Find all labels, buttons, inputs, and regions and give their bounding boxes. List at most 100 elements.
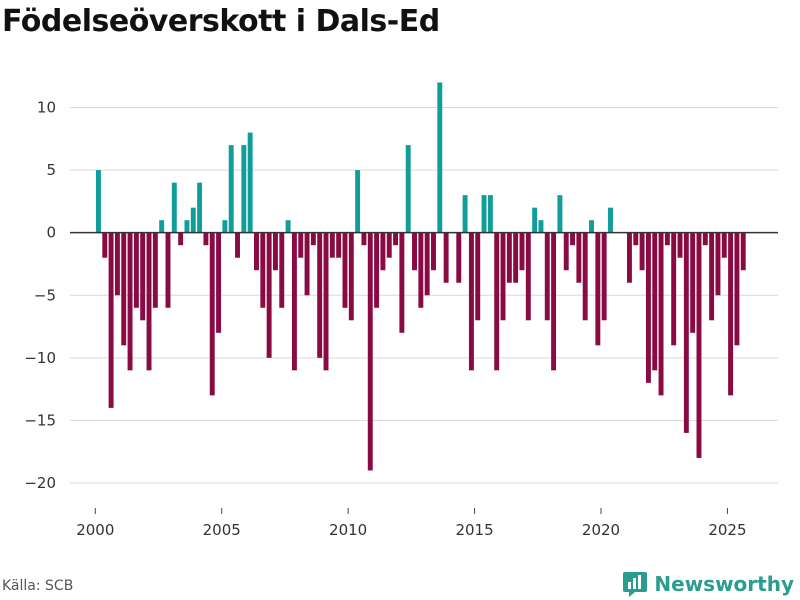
bar-negative bbox=[601, 232, 607, 321]
bar-negative bbox=[506, 232, 512, 283]
bar-negative bbox=[367, 232, 373, 471]
bar-negative bbox=[652, 232, 658, 371]
bar-positive bbox=[241, 145, 247, 233]
x-tick-label: 2000 bbox=[76, 521, 114, 539]
bar-negative bbox=[342, 232, 348, 308]
bar-negative bbox=[734, 232, 740, 346]
bar-negative bbox=[563, 232, 569, 271]
bar-positive bbox=[159, 220, 165, 233]
y-tick-label: −10 bbox=[24, 349, 56, 367]
bar-negative bbox=[178, 232, 184, 246]
bar-negative bbox=[298, 232, 304, 258]
bar-positive bbox=[481, 195, 487, 233]
bar-positive bbox=[487, 195, 493, 233]
bar-positive bbox=[184, 220, 190, 233]
bar-negative bbox=[683, 232, 689, 433]
bar-negative bbox=[348, 232, 354, 321]
y-axis-ticks: 10 5 0 −5 −10 −15 −20 bbox=[24, 99, 56, 492]
bar-negative bbox=[380, 232, 386, 271]
bar-negative bbox=[525, 232, 531, 321]
bar-positive bbox=[285, 220, 291, 233]
bar-negative bbox=[702, 232, 708, 246]
bar-negative bbox=[279, 232, 285, 308]
bar-negative bbox=[633, 232, 639, 246]
bar-positive bbox=[608, 207, 613, 233]
bar-negative bbox=[399, 232, 405, 333]
x-tick-label: 2025 bbox=[708, 521, 746, 539]
bar-positive bbox=[197, 182, 203, 233]
bar-positive bbox=[171, 182, 177, 233]
bars bbox=[95, 82, 746, 471]
bar-negative bbox=[551, 232, 557, 371]
bar-negative bbox=[336, 232, 342, 258]
bar-negative bbox=[386, 232, 392, 258]
bar-negative bbox=[209, 232, 215, 396]
bar-negative bbox=[317, 232, 323, 358]
bar-negative bbox=[468, 232, 474, 371]
bar-negative bbox=[127, 232, 133, 371]
bar-negative bbox=[323, 232, 329, 371]
bar-negative bbox=[152, 232, 158, 308]
bar-negative bbox=[715, 232, 721, 296]
bar-negative bbox=[393, 232, 399, 246]
bar-negative bbox=[677, 232, 683, 258]
bar-negative bbox=[203, 232, 209, 246]
source-note: Källa: SCB bbox=[2, 578, 74, 594]
brand-logo: Newsworthy bbox=[622, 570, 794, 598]
bar-negative bbox=[121, 232, 127, 346]
bar-chart: 10 5 0 −5 −10 −15 −20 2000 2005 2010 2015 2020 2025 bbox=[24, 82, 778, 539]
x-tick-label: 2020 bbox=[582, 521, 620, 539]
bar-negative bbox=[721, 232, 727, 258]
bar-negative bbox=[146, 232, 152, 371]
bar-negative bbox=[500, 232, 506, 321]
bar-positive bbox=[589, 220, 594, 233]
bar-positive bbox=[247, 132, 253, 233]
y-tick-label: 10 bbox=[37, 99, 56, 117]
bar-negative bbox=[108, 232, 114, 408]
bar-negative bbox=[544, 232, 550, 321]
y-tick-label: −15 bbox=[24, 411, 56, 429]
grid-lines bbox=[70, 107, 778, 484]
bar-negative bbox=[418, 232, 424, 308]
bar-negative bbox=[329, 232, 335, 258]
bar-negative bbox=[645, 232, 651, 383]
x-axis-ticks: 2000 2005 2010 2015 2020 2025 bbox=[76, 508, 747, 539]
bar-negative bbox=[443, 232, 449, 283]
y-tick-label: −20 bbox=[24, 474, 56, 492]
bar-negative bbox=[260, 232, 266, 308]
bar-negative bbox=[570, 232, 576, 246]
brand-name: Newsworthy bbox=[654, 572, 794, 596]
bar-negative bbox=[412, 232, 417, 271]
bar-negative bbox=[140, 232, 146, 321]
bar-negative bbox=[254, 232, 259, 271]
bar-negative bbox=[664, 232, 670, 246]
bar-positive bbox=[462, 195, 468, 233]
bar-positive bbox=[538, 220, 544, 233]
bar-negative bbox=[291, 232, 297, 371]
bar-negative bbox=[519, 232, 525, 271]
bar-negative bbox=[639, 232, 645, 271]
bar-negative bbox=[216, 232, 222, 333]
bar-negative bbox=[709, 232, 715, 321]
bar-negative bbox=[456, 232, 462, 283]
bar-negative bbox=[133, 232, 139, 308]
bar-negative bbox=[513, 232, 519, 283]
bar-negative bbox=[475, 232, 481, 321]
x-tick-label: 2010 bbox=[329, 521, 367, 539]
bar-negative bbox=[658, 232, 664, 396]
bar-positive bbox=[228, 145, 234, 233]
bar-negative bbox=[690, 232, 696, 333]
bar-positive bbox=[222, 220, 228, 233]
bar-negative bbox=[102, 232, 108, 258]
bar-negative bbox=[671, 232, 677, 346]
bar-negative bbox=[361, 232, 367, 246]
bar-positive bbox=[190, 207, 196, 233]
bar-negative bbox=[626, 232, 632, 283]
bar-negative bbox=[165, 232, 171, 308]
bar-negative bbox=[310, 232, 316, 246]
bar-negative bbox=[494, 232, 500, 371]
bar-positive bbox=[405, 145, 411, 233]
bar-negative bbox=[696, 232, 702, 458]
bar-negative bbox=[235, 232, 240, 258]
bar-negative bbox=[304, 232, 310, 296]
